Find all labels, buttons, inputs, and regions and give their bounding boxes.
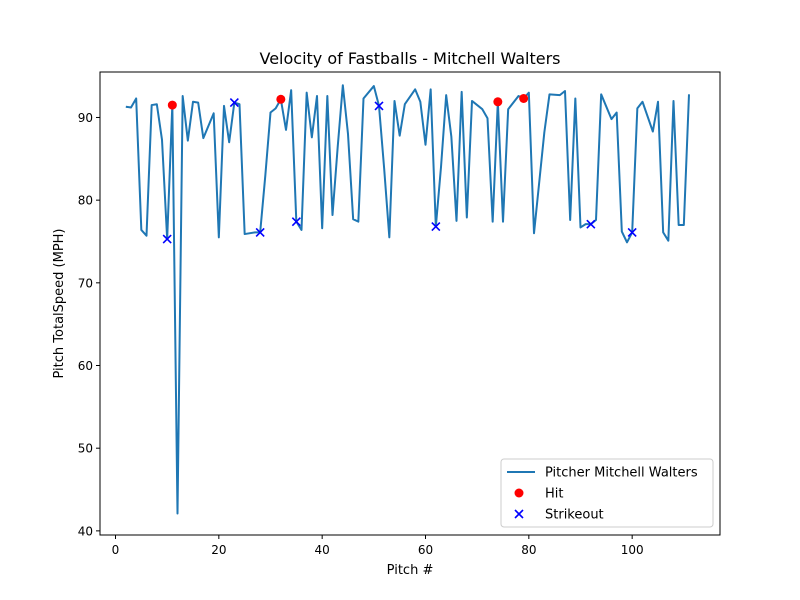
strikeout-point: [229, 98, 239, 108]
hit-point: [519, 93, 529, 103]
hit-point: [167, 100, 177, 110]
legend-strikeout-marker: [514, 509, 524, 519]
x-tick-label: 40: [315, 543, 330, 557]
plot-frame: [99, 71, 721, 536]
y-axis-label: Pitch TotalSpeed (MPH): [52, 228, 67, 378]
legend: Pitcher Mitchell Walters Hit Strikeout: [500, 458, 714, 528]
x-axis: 0 20 40 60 80 100: [112, 535, 644, 557]
strikeout-point: [586, 219, 596, 229]
strikeout-point: [431, 222, 441, 232]
x-axis-label: Pitch #: [387, 563, 434, 578]
legend-label-strikeout: Strikeout: [545, 508, 604, 523]
legend-label-line: Pitcher Mitchell Walters: [545, 466, 698, 481]
y-tick-label: 40: [78, 524, 93, 538]
strikeout-point: [162, 234, 172, 244]
x-tick-label: 0: [112, 543, 120, 557]
x-tick-label: 80: [521, 543, 536, 557]
y-tick-label: 80: [78, 194, 93, 208]
strikeout-point: [291, 217, 301, 227]
hit-point: [493, 97, 503, 107]
plot-background: [100, 72, 720, 535]
legend-label-hit: Hit: [545, 487, 563, 502]
y-axis: 40 50 60 70 80 90: [78, 111, 100, 538]
y-tick-label: 60: [78, 359, 93, 373]
legend-hit-marker: [514, 488, 524, 498]
series-layer: [125, 84, 690, 515]
y-tick-label: 90: [78, 111, 93, 125]
y-tick-label: 50: [78, 442, 93, 456]
x-tick-label: 60: [418, 543, 433, 557]
x-tick-label: 20: [211, 543, 226, 557]
x-tick-label: 100: [621, 543, 644, 557]
hit-point: [276, 94, 286, 104]
strikeout-point: [255, 227, 265, 237]
strikeout-point: [627, 227, 637, 237]
plot-area: [99, 71, 721, 536]
legend-box: [500, 458, 714, 528]
strikeout-point: [374, 101, 384, 111]
chart-title: Velocity of Fastballs - Mitchell Walters: [260, 49, 561, 68]
y-tick-label: 70: [78, 276, 93, 290]
